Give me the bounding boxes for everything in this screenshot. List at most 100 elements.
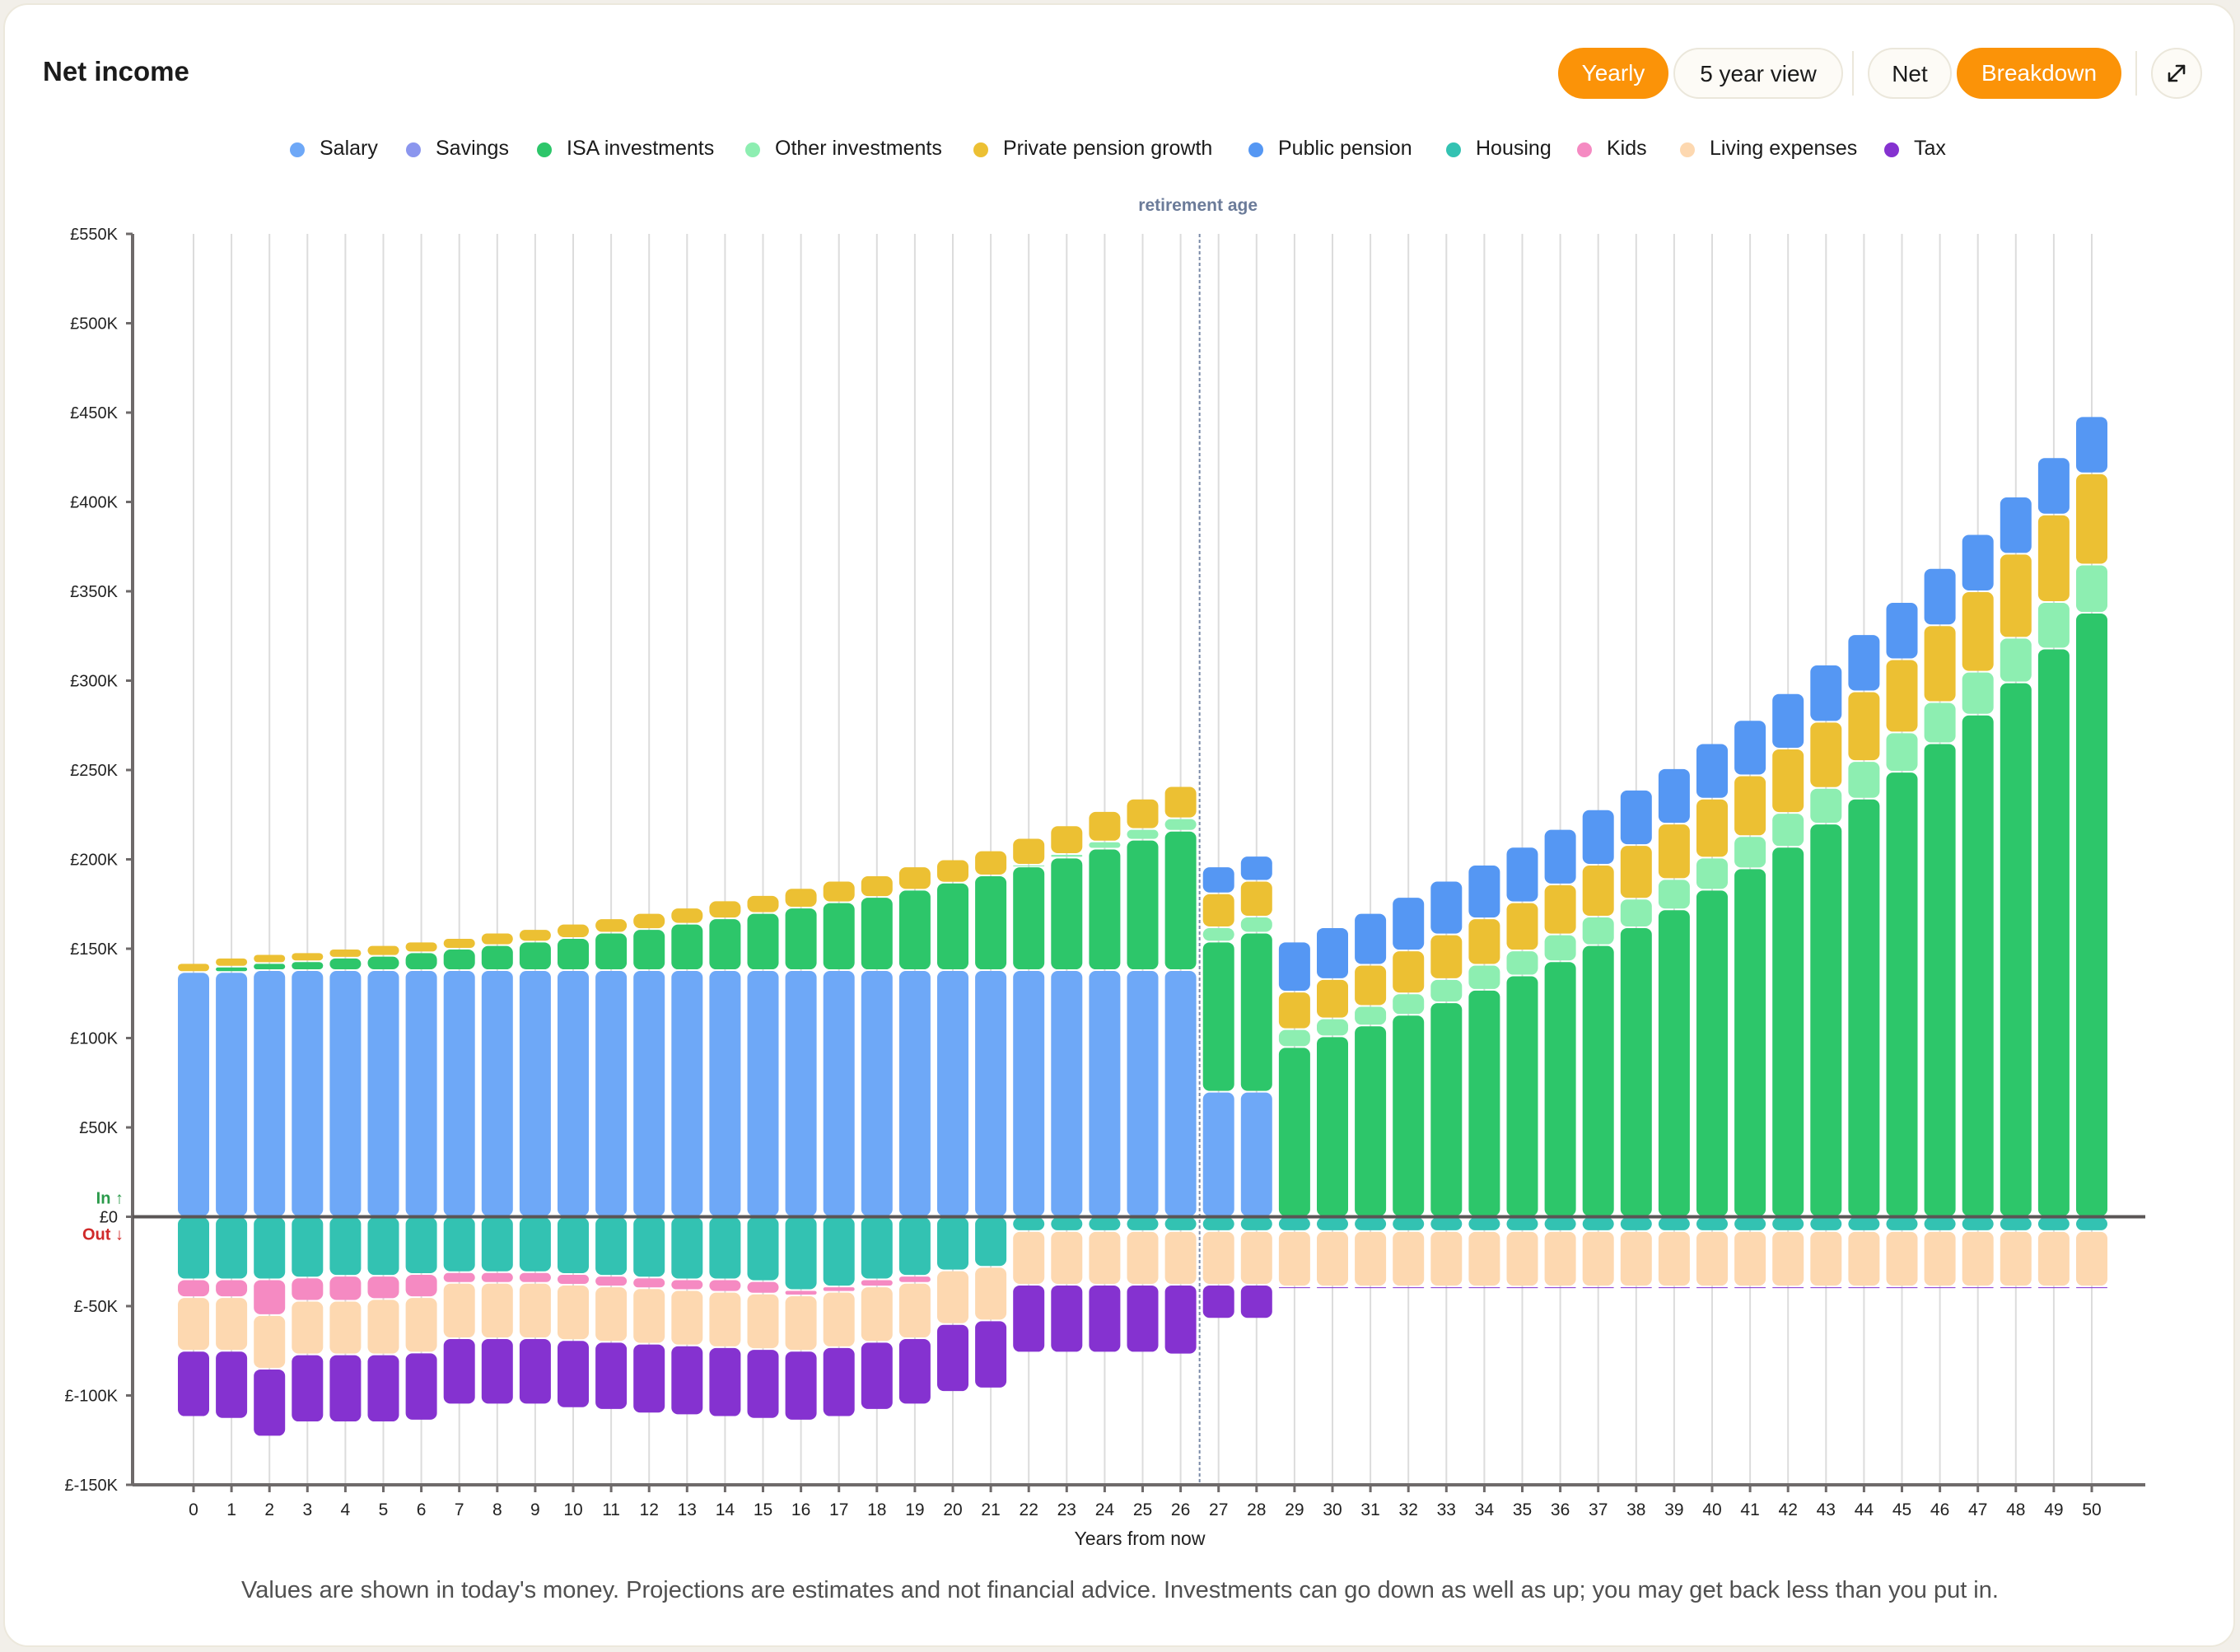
bar-segment-tax xyxy=(558,1341,589,1407)
bar-segment-kids xyxy=(861,1280,893,1286)
bar-segment-housing xyxy=(861,1217,893,1279)
bar-segment-private-pension-growth xyxy=(558,924,589,937)
y-tick-label: £500K xyxy=(70,315,118,334)
bar-segment-private-pension-growth xyxy=(1506,903,1538,950)
bar-segment-private-pension-growth xyxy=(443,938,475,948)
x-tick-label: 3 xyxy=(302,1500,312,1519)
bar-segment-housing xyxy=(481,1217,513,1272)
bar-segment-salary xyxy=(975,971,1007,1216)
bar-segment-salary xyxy=(519,971,551,1216)
bar-segment-living-expenses xyxy=(671,1290,703,1345)
bar-segment-salary xyxy=(1164,971,1197,1216)
x-tick-label: 47 xyxy=(1968,1500,1987,1519)
bar-segment-tax xyxy=(747,1350,779,1418)
yearly-toggle[interactable]: Yearly xyxy=(1558,48,1668,99)
bar-segment-other-investments xyxy=(1240,917,1272,932)
bar-segment-tax xyxy=(1620,1287,1652,1289)
net-toggle[interactable]: Net xyxy=(1868,48,1952,99)
bar-segment-kids xyxy=(254,1280,286,1314)
bar-segment-salary xyxy=(633,971,665,1216)
bar-segment-public-pension xyxy=(1317,927,1348,978)
x-tick-label: 41 xyxy=(1740,1500,1759,1519)
bar-segment-housing xyxy=(595,1217,628,1276)
bar-segment-salary xyxy=(329,971,362,1216)
x-tick-label: 44 xyxy=(1855,1500,1874,1519)
five-year-view-toggle[interactable]: 5 year view xyxy=(1673,48,1843,99)
breakdown-toggle[interactable]: Breakdown xyxy=(1957,48,2121,99)
bar-segment-public-pension xyxy=(1620,790,1652,845)
bar-segment-living-expenses xyxy=(216,1298,248,1351)
bar-segment-isa-investments xyxy=(1355,1026,1387,1216)
bar-segment-isa-investments xyxy=(595,933,628,970)
bar-segment-other-investments xyxy=(1848,762,1880,798)
bar-segment-isa-investments xyxy=(861,898,893,970)
bar-segment-housing xyxy=(1506,1217,1538,1230)
bar-segment-tax xyxy=(519,1339,551,1404)
bar-segment-kids xyxy=(481,1272,513,1282)
bar-segment-private-pension-growth xyxy=(1544,884,1576,934)
bar-segment-housing xyxy=(519,1217,551,1272)
bar-segment-isa-investments xyxy=(1164,831,1197,970)
bar-segment-tax xyxy=(937,1324,968,1392)
bar-segment-tax xyxy=(1886,1287,1918,1289)
bar-segment-private-pension-growth xyxy=(1886,660,1918,732)
bar-segment-living-expenses xyxy=(1506,1231,1538,1286)
x-tick-label: 4 xyxy=(341,1500,351,1519)
bar-segment-isa-investments xyxy=(292,962,324,970)
bar-segment-private-pension-growth xyxy=(178,964,209,972)
bar-segment-living-expenses xyxy=(481,1283,513,1338)
bar-segment-private-pension-growth xyxy=(671,908,703,923)
bar-segment-salary xyxy=(1089,971,1121,1216)
x-tick-label: 35 xyxy=(1513,1500,1532,1519)
disclaimer-text: Values are shown in today's money. Proje… xyxy=(241,1577,1999,1603)
x-tick-label: 6 xyxy=(417,1500,427,1519)
bar-segment-isa-investments xyxy=(709,919,741,970)
bar-segment-living-expenses xyxy=(1278,1231,1310,1286)
bar-segment-isa-investments xyxy=(1810,824,1842,1216)
bar-segment-salary xyxy=(558,971,589,1216)
bar-segment-tax xyxy=(329,1355,362,1422)
bar-segment-other-investments xyxy=(1544,935,1576,961)
x-tick-label: 42 xyxy=(1779,1500,1798,1519)
bar-segment-isa-investments xyxy=(633,930,665,970)
x-tick-label: 20 xyxy=(943,1500,962,1519)
bar-segment-isa-investments xyxy=(1393,1015,1425,1216)
bar-segment-public-pension xyxy=(1772,693,1804,748)
y-tick-label: £350K xyxy=(70,583,118,601)
bar-segment-housing xyxy=(1848,1217,1880,1230)
bar-segment-private-pension-growth xyxy=(1734,776,1766,836)
bar-segment-tax xyxy=(367,1355,399,1422)
bar-segment-housing xyxy=(2076,1217,2107,1230)
bar-segment-other-investments xyxy=(1430,979,1463,1002)
bar-segment-housing xyxy=(1886,1217,1918,1230)
bar-segment-isa-investments xyxy=(1544,962,1576,1216)
x-tick-label: 33 xyxy=(1437,1500,1456,1519)
bar-segment-other-investments xyxy=(2037,603,2070,648)
out-label: Out ↓ xyxy=(82,1226,124,1244)
legend-label: Other investments xyxy=(775,137,942,160)
bar-segment-public-pension xyxy=(1468,866,1500,918)
bar-segment-housing xyxy=(1962,1217,1994,1230)
bar-segment-private-pension-growth xyxy=(861,876,893,897)
bar-segment-tax xyxy=(1582,1287,1614,1289)
x-tick-label: 13 xyxy=(678,1500,697,1519)
bar-segment-housing xyxy=(1393,1217,1425,1230)
expand-button[interactable] xyxy=(2151,48,2202,99)
bar-segment-living-expenses xyxy=(1202,1231,1234,1284)
bar-segment-kids xyxy=(178,1280,209,1297)
x-tick-label: 10 xyxy=(563,1500,582,1519)
x-tick-label: 28 xyxy=(1247,1500,1266,1519)
bar-segment-private-pension-growth xyxy=(633,913,665,929)
legend-label: Public pension xyxy=(1278,137,1412,160)
bar-segment-public-pension xyxy=(1430,881,1463,934)
bar-segment-living-expenses xyxy=(975,1267,1007,1320)
bar-segment-salary xyxy=(405,971,437,1216)
bar-segment-tax xyxy=(633,1344,665,1413)
bar-segment-living-expenses xyxy=(1393,1231,1425,1286)
bar-segment-housing xyxy=(1278,1217,1310,1230)
x-tick-label: 50 xyxy=(2082,1500,2101,1519)
y-tick-label: £100K xyxy=(70,1030,118,1048)
bar-segment-living-expenses xyxy=(292,1301,324,1354)
bar-segment-housing xyxy=(633,1217,665,1277)
